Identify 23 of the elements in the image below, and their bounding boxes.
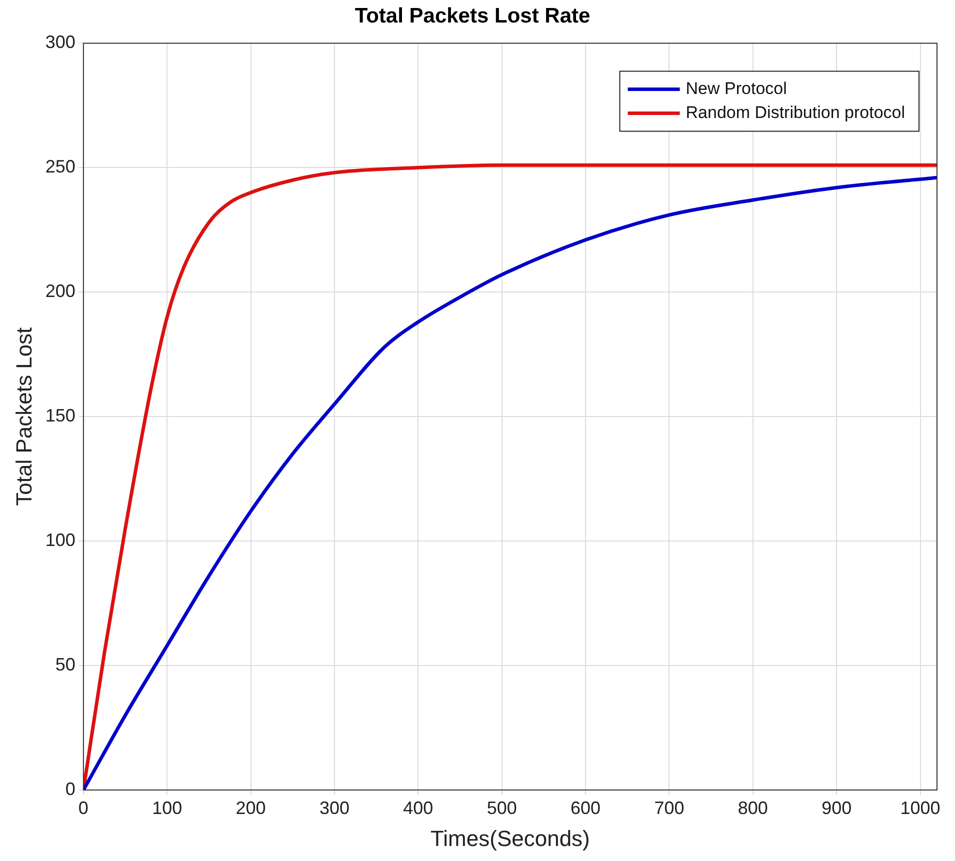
chart-title: Total Packets Lost Rate [354, 4, 590, 28]
x-tick-label: 300 [319, 798, 350, 818]
y-tick-label: 100 [45, 530, 76, 550]
x-tick-label: 800 [738, 798, 768, 818]
y-tick-label: 300 [45, 32, 76, 52]
x-tick-label: 700 [654, 798, 684, 818]
y-tick-label: 150 [45, 406, 76, 426]
x-tick-label: 200 [236, 798, 266, 818]
legend-label: New Protocol [686, 78, 787, 98]
x-tick-label: 600 [570, 798, 601, 818]
x-tick-label: 900 [822, 798, 852, 818]
x-tick-label: 1000 [900, 798, 940, 818]
x-axis-title: Times(Seconds) [430, 826, 590, 851]
x-tick-label: 0 [78, 798, 88, 818]
x-tick-label: 500 [486, 798, 517, 818]
y-tick-label: 50 [55, 654, 76, 674]
x-tick-label: 400 [403, 798, 434, 818]
y-tick-label: 250 [45, 156, 76, 177]
y-tick-label: 0 [65, 778, 76, 799]
x-tick-label: 100 [152, 798, 182, 818]
legend-label: Random Distribution protocol [686, 102, 906, 122]
y-axis-title: Total Packets Lost [11, 327, 36, 506]
y-tick-label: 200 [45, 281, 76, 302]
